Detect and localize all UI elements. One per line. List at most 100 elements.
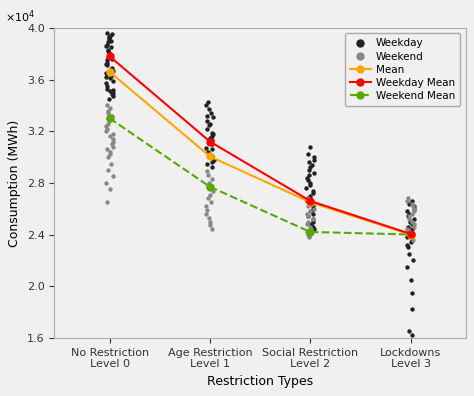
Point — [103, 57, 111, 63]
Point — [407, 276, 415, 283]
Point — [309, 216, 317, 222]
Point — [304, 195, 312, 202]
Point — [309, 198, 316, 204]
Point — [102, 123, 110, 129]
Point — [306, 180, 313, 186]
Point — [102, 180, 109, 186]
Point — [306, 208, 314, 215]
Point — [104, 48, 112, 54]
Point — [104, 47, 112, 53]
Point — [209, 114, 217, 120]
Point — [307, 208, 314, 215]
Point — [102, 80, 110, 87]
Point — [410, 206, 418, 212]
Point — [407, 231, 415, 238]
Point — [307, 182, 314, 188]
Point — [202, 203, 210, 209]
Point — [308, 162, 316, 168]
Point — [408, 226, 416, 232]
Point — [305, 172, 313, 178]
Point — [207, 135, 214, 141]
Point — [405, 213, 413, 220]
Point — [203, 102, 210, 109]
Point — [305, 167, 312, 173]
Point — [306, 192, 313, 199]
Point — [408, 219, 415, 225]
Point — [304, 229, 311, 235]
Point — [207, 199, 215, 206]
Point — [109, 78, 117, 84]
Y-axis label: Consumption (MWh): Consumption (MWh) — [9, 119, 21, 247]
Point — [205, 151, 212, 158]
Point — [109, 93, 117, 99]
Point — [205, 122, 212, 128]
Point — [305, 231, 312, 238]
Point — [405, 229, 412, 235]
Point — [309, 206, 317, 212]
Point — [310, 169, 318, 176]
Point — [103, 60, 111, 66]
Point — [105, 36, 112, 43]
Point — [410, 221, 418, 227]
Point — [309, 190, 317, 196]
Point — [209, 152, 216, 159]
Point — [409, 236, 417, 243]
Point — [404, 229, 412, 235]
Point — [108, 91, 115, 97]
Point — [102, 128, 110, 134]
Point — [208, 154, 216, 160]
Point — [310, 219, 317, 225]
Point — [103, 62, 111, 69]
Point — [410, 257, 417, 263]
Point — [303, 198, 311, 204]
Point — [302, 185, 310, 191]
Point — [109, 56, 116, 62]
Point — [109, 139, 117, 145]
Point — [206, 219, 214, 225]
Point — [410, 216, 418, 222]
Point — [104, 107, 112, 114]
Point — [404, 244, 412, 251]
Point — [105, 96, 112, 102]
Point — [303, 229, 310, 235]
Point — [310, 156, 318, 163]
Point — [105, 35, 113, 42]
Point — [107, 66, 114, 72]
X-axis label: Restriction Types: Restriction Types — [207, 375, 313, 388]
Point — [108, 141, 116, 147]
Point — [307, 226, 315, 232]
Point — [103, 71, 111, 78]
Point — [408, 221, 416, 227]
Point — [208, 159, 216, 166]
Point — [104, 39, 112, 46]
Point — [305, 231, 312, 238]
Point — [405, 211, 413, 217]
Point — [202, 145, 210, 151]
Point — [304, 151, 312, 158]
Point — [204, 184, 212, 190]
Point — [405, 200, 412, 207]
Point — [208, 176, 216, 182]
Point — [310, 216, 317, 222]
Point — [209, 131, 217, 137]
Point — [407, 231, 414, 238]
Point — [310, 206, 318, 212]
Point — [307, 224, 314, 230]
Point — [308, 221, 315, 227]
Point — [209, 141, 216, 147]
Point — [107, 38, 115, 44]
Point — [409, 332, 416, 338]
Point — [106, 52, 114, 58]
Point — [104, 115, 111, 122]
Point — [304, 213, 311, 220]
Point — [310, 187, 317, 194]
Point — [206, 222, 214, 228]
Point — [107, 51, 114, 57]
Point — [104, 55, 112, 61]
Point — [103, 126, 111, 132]
Point — [103, 199, 110, 206]
Point — [103, 146, 111, 152]
Text: $\times10^4$: $\times10^4$ — [5, 8, 35, 25]
Point — [108, 72, 115, 79]
Point — [203, 112, 210, 119]
